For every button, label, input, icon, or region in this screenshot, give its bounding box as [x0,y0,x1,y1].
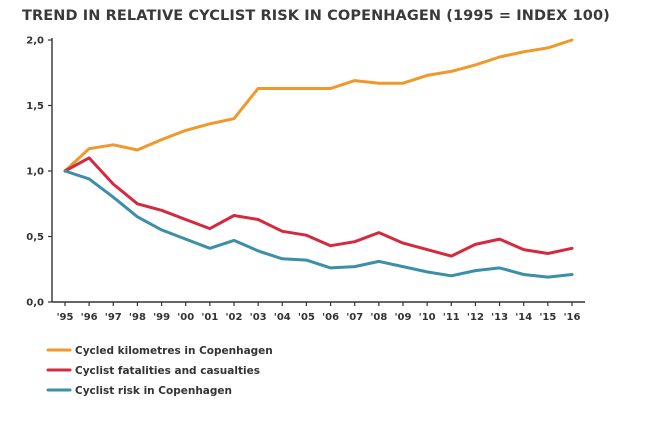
x-tick-label: '96 [81,312,98,323]
y-tick-label: 1,5 [26,101,44,112]
x-tick-label: '98 [129,312,146,323]
legend-label-1: Cycled kilometres in Copenhagen [75,345,273,357]
x-tick-label: '95 [57,312,74,323]
x-tick-label: '15 [539,312,556,323]
x-tick-label: '03 [250,312,267,323]
x-tick-label: '07 [346,312,363,323]
series-line-3 [63,169,574,279]
x-tick-label: '01 [201,312,218,323]
legend-label-2: Cyclist fatalities and casualties [75,365,260,377]
x-tick-label: '02 [226,312,243,323]
series-line-2 [63,156,574,258]
y-tick-label: 0,5 [26,232,44,243]
x-tick-label: '99 [153,312,170,323]
y-axis-ticks: 0,0 0,5 1,0 1,5 2,0 [26,36,52,309]
x-tick-label: '12 [467,312,484,323]
x-tick-label: '16 [564,312,581,323]
y-tick-label: 0,0 [26,298,44,309]
chart-title: TREND IN RELATIVE CYCLIST RISK IN COPENH… [22,8,610,24]
x-axis-ticks: '95 '96 '97 '98 '99 '00 '01 '02 '03 '04 '05 '06 '07 '… [57,302,581,323]
legend-label-3: Cyclist risk in Copenhagen [75,385,232,397]
series-lines [63,38,574,279]
y-tick-label: 2,0 [26,36,44,47]
x-tick-label: '11 [443,312,460,323]
legend: Cycled kilometres in Copenhagen Cyclist f… [46,345,273,397]
x-tick-label: '10 [419,312,436,323]
series-line-1 [63,38,574,173]
x-tick-label: '14 [515,312,532,323]
x-tick-label: '08 [370,312,387,323]
y-tick-label: 1,0 [26,167,44,178]
x-tick-label: '06 [322,312,339,323]
x-tick-label: '00 [177,312,194,323]
x-tick-label: '09 [395,312,412,323]
x-tick-label: '04 [274,312,291,323]
x-tick-label: '97 [105,312,122,323]
axes [51,38,585,303]
x-tick-label: '05 [298,312,315,323]
x-tick-label: '13 [491,312,508,323]
